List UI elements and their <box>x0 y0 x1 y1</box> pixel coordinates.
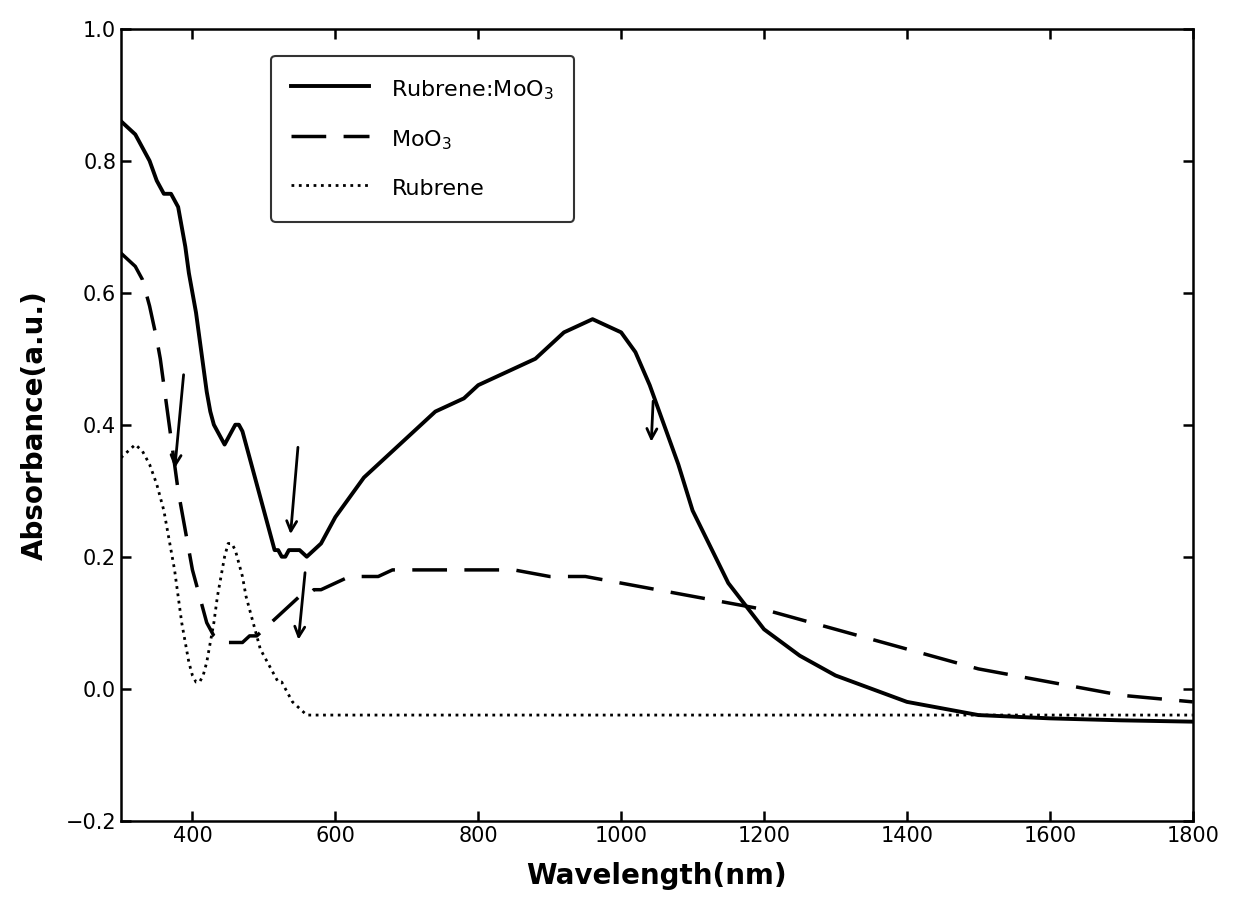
Rubrene:MoO$_3$ <box>557 327 572 338</box>
X-axis label: Wavelength(nm): Wavelength(nm) <box>527 862 787 890</box>
MoO$_3$ <box>221 637 236 648</box>
Rubrene <box>299 710 314 721</box>
Rubrene <box>270 677 285 688</box>
Rubrene <box>221 538 236 549</box>
Rubrene <box>135 445 150 456</box>
Rubrene <box>128 439 143 450</box>
Line: Rubrene:MoO$_3$: Rubrene:MoO$_3$ <box>122 121 1193 722</box>
MoO$_3$ <box>153 353 167 364</box>
Rubrene <box>143 459 157 470</box>
Rubrene:MoO$_3$ <box>114 116 129 127</box>
MoO$_3$ <box>114 248 129 259</box>
MoO$_3$ <box>1185 696 1200 707</box>
Rubrene:MoO$_3$ <box>1185 716 1200 727</box>
Rubrene:MoO$_3$ <box>278 551 293 562</box>
Rubrene:MoO$_3$ <box>585 313 600 324</box>
Y-axis label: Absorbance(a.u.): Absorbance(a.u.) <box>21 290 48 559</box>
MoO$_3$ <box>167 459 182 470</box>
MoO$_3$ <box>1114 690 1128 701</box>
Rubrene <box>188 677 203 688</box>
Rubrene:MoO$_3$ <box>210 425 224 436</box>
Line: Rubrene: Rubrene <box>122 445 1193 715</box>
MoO$_3$ <box>756 604 771 615</box>
Line: MoO$_3$: MoO$_3$ <box>122 253 1193 701</box>
MoO$_3$ <box>177 525 192 536</box>
Rubrene:MoO$_3$ <box>213 433 228 444</box>
Rubrene <box>114 452 129 463</box>
Rubrene <box>1185 710 1200 721</box>
Legend: Rubrene:MoO$_3$, MoO$_3$, Rubrene: Rubrene:MoO$_3$, MoO$_3$, Rubrene <box>272 56 574 221</box>
Rubrene <box>274 677 289 688</box>
Rubrene:MoO$_3$ <box>200 386 215 397</box>
